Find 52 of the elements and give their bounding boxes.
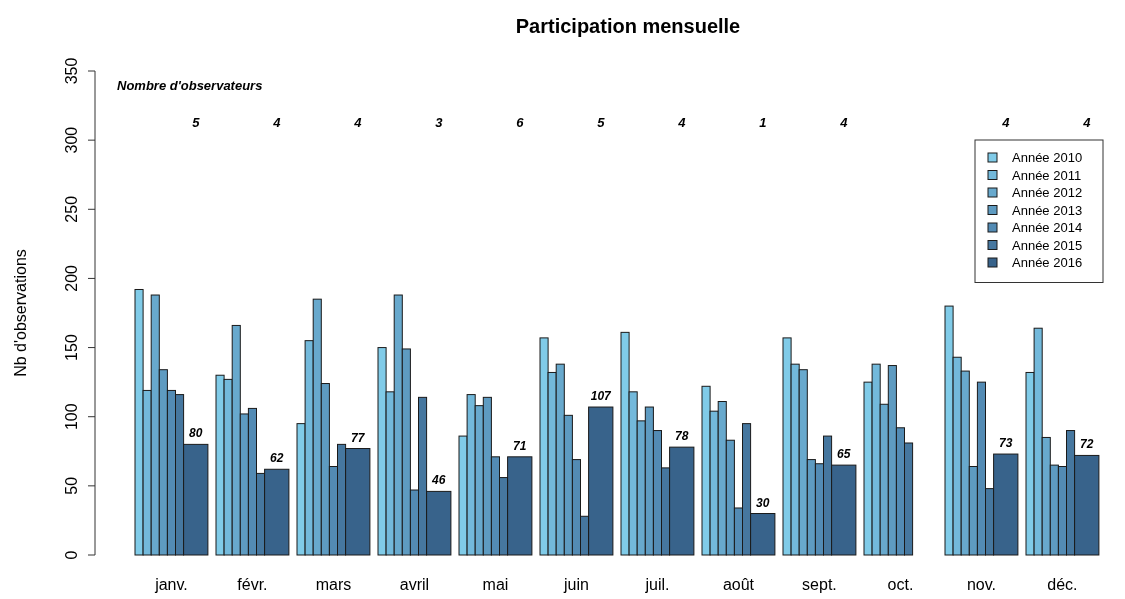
data-label: 78: [675, 429, 689, 444]
x-tick-label: août: [722, 576, 755, 593]
annotation: 5: [597, 115, 606, 130]
y-tick-label: 300: [63, 126, 80, 154]
data-label: 62: [270, 451, 284, 466]
legend-label: Année 2015: [1012, 237, 1083, 253]
x-tick-label: sept.: [802, 576, 837, 593]
annotation: 6: [516, 115, 525, 130]
y-tick-label: 250: [63, 195, 80, 223]
legend-label: Année 2014: [1012, 220, 1083, 235]
annotation: Nombre d'observateurs: [117, 78, 263, 93]
y-axis-title: Nb d'observations: [12, 249, 29, 377]
x-tick-label: avril: [399, 576, 430, 593]
data-label: 73: [999, 436, 1013, 451]
data-label: 80: [189, 426, 203, 441]
y-tick-label: 350: [63, 57, 80, 85]
data-label: 77: [351, 430, 366, 445]
x-tick-label: juil.: [644, 576, 670, 593]
data-label: 46: [431, 473, 446, 488]
data-label: 71: [513, 438, 527, 453]
data-label: 30: [756, 495, 770, 510]
data-label: 65: [837, 447, 851, 462]
annotation: 3: [435, 115, 444, 130]
x-tick-label: oct.: [887, 576, 914, 593]
x-tick-label: déc.: [1047, 576, 1078, 593]
x-tick-label: févr.: [237, 576, 268, 593]
annotation: 4: [1082, 115, 1092, 130]
x-tick-label: janv.: [154, 576, 188, 593]
y-tick-label: 50: [63, 476, 80, 495]
annotation: 4: [272, 115, 282, 130]
y-tick-label: 100: [63, 403, 80, 431]
legend-label: Année 2010: [1012, 150, 1083, 165]
x-tick-label: juin: [563, 576, 589, 593]
annotation: 1: [759, 115, 767, 130]
x-tick-label: mars: [315, 576, 352, 593]
data-label: 72: [1080, 437, 1094, 452]
data-label: 107: [590, 389, 613, 404]
annotation: 4: [677, 115, 687, 130]
annotation: 4: [353, 115, 363, 130]
annotation: 5: [192, 115, 201, 130]
annotation: 4: [1001, 115, 1011, 130]
legend-label: Année 2011: [1012, 167, 1082, 183]
legend-label: Année 2012: [1012, 185, 1083, 200]
y-tick-label: 150: [63, 334, 80, 361]
annotation: 4: [839, 115, 849, 130]
y-tick-label: 0: [63, 550, 80, 560]
legend-label: Année 2013: [1012, 202, 1083, 218]
y-tick-label: 200: [63, 264, 80, 292]
x-tick-label: nov.: [966, 576, 996, 593]
x-tick-label: mai: [482, 576, 509, 593]
legend-label: Année 2016: [1012, 255, 1083, 270]
chart-title: Participation mensuelle: [515, 15, 741, 37]
